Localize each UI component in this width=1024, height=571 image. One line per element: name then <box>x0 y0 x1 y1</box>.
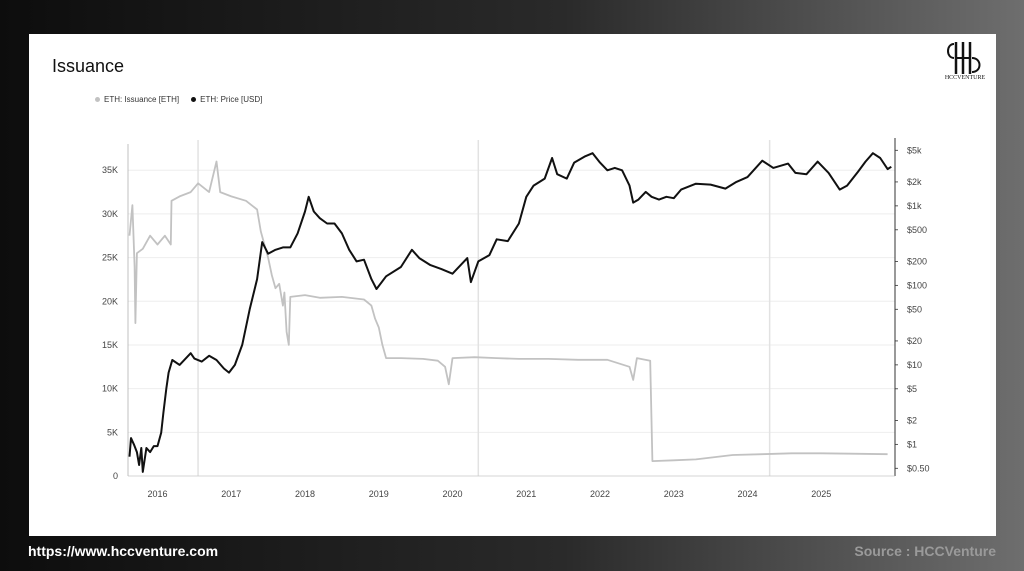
y-right-tick-label: $1k <box>907 201 922 211</box>
y-left-tick-label: 15K <box>102 340 118 350</box>
chart-panel: Issuance ETH: Issuance [ETH] ETH: Price … <box>29 34 996 536</box>
chart-canvas: 0 5K 10K 15K 20K 25K 30K 35K $0.50 $1 $2 $5 $10 $20 $5… <box>102 138 930 499</box>
source-label: Source : HCCVenture <box>854 543 996 559</box>
chart-title: Issuance <box>52 56 125 76</box>
y-right-tick-label: $200 <box>907 256 927 266</box>
y-right-tick-label: $500 <box>907 225 927 235</box>
series-line-price <box>128 152 892 473</box>
y-right-tick-label: $100 <box>907 280 927 290</box>
y-left-tick-label: 25K <box>102 253 118 263</box>
y-right-tick-label: $1 <box>907 439 917 449</box>
x-tick-label: 2024 <box>737 489 757 499</box>
x-tick-label: 2021 <box>516 489 536 499</box>
legend-label-price: ETH: Price [USD] <box>200 95 263 104</box>
x-tick-label: 2017 <box>221 489 241 499</box>
y-right-tick-label: $2k <box>907 177 922 187</box>
y-right-tick-label: $10 <box>907 360 922 370</box>
legend-item-issuance[interactable]: ETH: Issuance [ETH] <box>95 95 179 104</box>
y-right-tick-label: $0.50 <box>907 463 930 473</box>
y-left-tick-label: 30K <box>102 209 118 219</box>
y-right-tick-label: $20 <box>907 336 922 346</box>
hcc-logo: HCCVENTURE <box>940 40 990 84</box>
y-left-tick-label: 20K <box>102 296 118 306</box>
legend-item-price[interactable]: ETH: Price [USD] <box>191 95 262 104</box>
legend-swatch-issuance <box>95 97 100 102</box>
y-left-tick-label: 10K <box>102 384 118 394</box>
series-line-issuance <box>128 160 888 462</box>
y-left-tick-label: 0 <box>113 471 118 481</box>
legend-label-issuance: ETH: Issuance [ETH] <box>104 95 180 104</box>
hcc-logo-icon <box>947 42 981 74</box>
x-tick-label: 2023 <box>664 489 684 499</box>
x-tick-label: 2019 <box>369 489 389 499</box>
x-tick-label: 2025 <box>811 489 831 499</box>
y-right-tick-label: $50 <box>907 304 922 314</box>
legend-swatch-price <box>191 97 197 102</box>
website-link[interactable]: https://www.hccventure.com <box>28 543 219 559</box>
x-tick-label: 2018 <box>295 489 315 499</box>
y-right-tick-label: $2 <box>907 415 917 425</box>
y-right-tick-label: $5k <box>907 145 922 155</box>
y-left-tick-label: 5K <box>107 427 118 437</box>
chart-legend: ETH: Issuance [ETH] ETH: Price [USD] <box>95 95 262 104</box>
x-tick-label: 2022 <box>590 489 610 499</box>
x-tick-label: 2020 <box>442 489 462 499</box>
logo-text: HCCVENTURE <box>944 75 986 81</box>
y-left-tick-label: 35K <box>102 165 118 175</box>
y-right-tick-label: $5 <box>907 384 917 394</box>
x-tick-label: 2016 <box>147 489 167 499</box>
